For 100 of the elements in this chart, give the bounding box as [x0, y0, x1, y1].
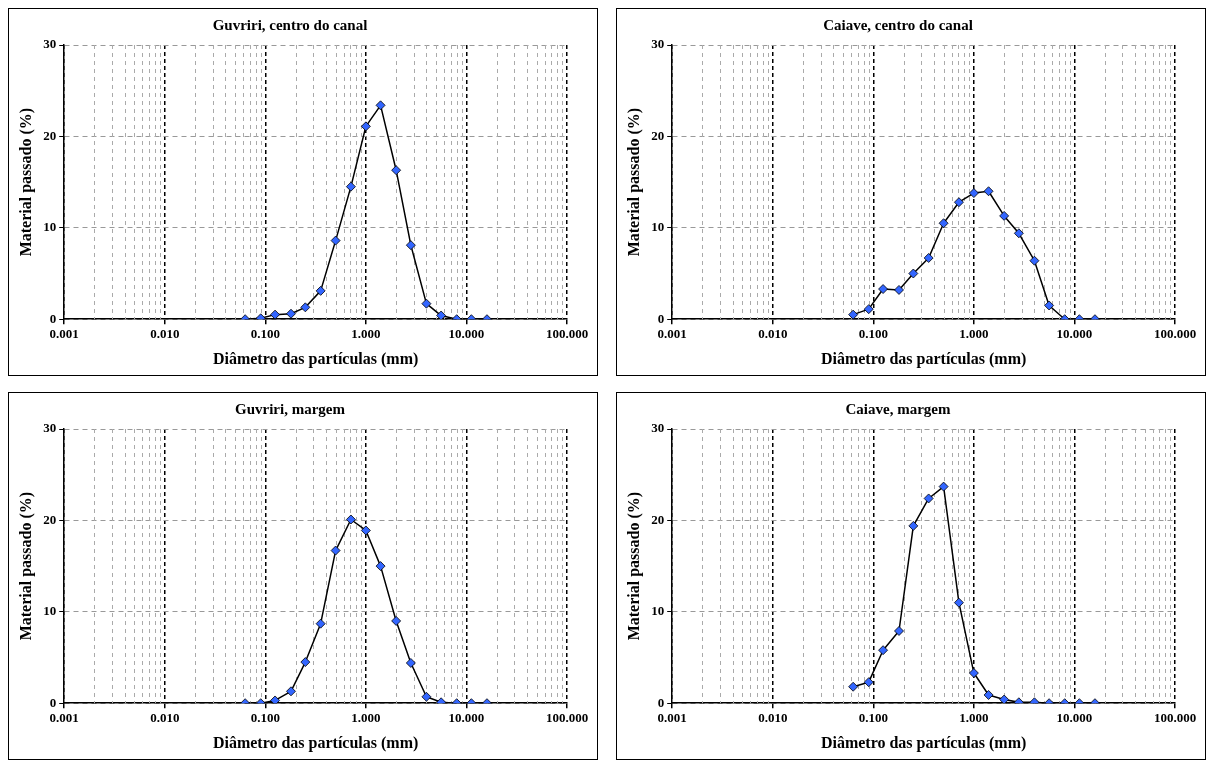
- point: [330, 235, 341, 246]
- point: [421, 298, 432, 309]
- y-tick-label: 30: [651, 36, 665, 52]
- y-axis-title: Material passado (%): [624, 491, 643, 641]
- point: [405, 240, 416, 251]
- y-axis-title: Material passado (%): [16, 491, 35, 641]
- point: [300, 657, 311, 667]
- x-tick-label: 10.000: [448, 710, 485, 726]
- x-tick-label: 0.001: [49, 326, 79, 342]
- x-axis-title: Diâmetro das partículas (mm): [212, 733, 419, 752]
- point: [391, 165, 402, 176]
- point: [346, 514, 356, 525]
- x-tick-label: 100.000: [545, 710, 589, 726]
- point: [983, 186, 994, 197]
- point: [894, 626, 904, 636]
- point: [270, 309, 280, 320]
- point: [863, 304, 874, 315]
- x-axis-title: Diâmetro das partículas (mm): [820, 733, 1027, 752]
- x-tick-label: 100.000: [1153, 710, 1197, 726]
- point: [1029, 255, 1040, 266]
- point: [360, 121, 371, 132]
- point: [938, 218, 949, 229]
- y-tick-label: 0: [49, 310, 57, 326]
- point: [938, 481, 949, 492]
- point: [360, 525, 371, 536]
- point: [346, 181, 356, 192]
- point: [1013, 228, 1024, 239]
- y-tick-label: 30: [43, 36, 57, 52]
- y-axis-title: Material passado (%): [624, 107, 643, 257]
- point: [954, 597, 964, 608]
- x-tick-label: 0.010: [150, 326, 180, 342]
- point: [300, 302, 311, 313]
- x-tick-label: 0.010: [758, 710, 788, 726]
- x-tick-label: 0.001: [49, 710, 79, 726]
- x-tick-label: 0.100: [250, 710, 280, 726]
- point: [375, 561, 386, 571]
- chart-title: Guvriri, margem: [235, 400, 346, 417]
- point: [878, 284, 888, 294]
- point: [286, 686, 296, 697]
- y-tick-label: 10: [43, 219, 57, 235]
- point: [848, 681, 859, 692]
- point: [908, 520, 919, 531]
- y-tick-label: 30: [43, 420, 57, 436]
- x-tick-label: 10.000: [1056, 710, 1093, 726]
- point: [968, 188, 979, 198]
- x-tick-label: 1.000: [351, 710, 381, 726]
- x-tick-label: 1.000: [959, 710, 989, 726]
- point: [330, 545, 341, 556]
- x-tick-label: 0.100: [250, 326, 280, 342]
- x-tick-label: 1.000: [959, 326, 989, 342]
- x-axis-title: Diâmetro das partículas (mm): [212, 349, 419, 368]
- y-tick-label: 20: [651, 127, 665, 143]
- x-tick-label: 100.000: [1153, 326, 1197, 342]
- x-tick-label: 0.100: [858, 710, 888, 726]
- point: [436, 310, 447, 320]
- point: [286, 308, 296, 319]
- point: [878, 645, 888, 656]
- point: [391, 616, 402, 626]
- x-tick-label: 0.001: [657, 326, 687, 342]
- x-tick-label: 0.001: [657, 710, 687, 726]
- x-tick-label: 100.000: [545, 326, 589, 342]
- point: [1044, 300, 1055, 311]
- point: [848, 309, 859, 320]
- x-tick-label: 10.000: [1056, 326, 1093, 342]
- y-tick-label: 20: [651, 511, 665, 527]
- chart-title: Caiave, margem: [845, 400, 951, 417]
- y-tick-label: 20: [43, 511, 57, 527]
- point: [999, 694, 1010, 704]
- x-tick-label: 1.000: [351, 326, 381, 342]
- point: [315, 618, 326, 629]
- y-tick-label: 0: [657, 310, 665, 326]
- point: [894, 285, 904, 295]
- point: [405, 658, 416, 668]
- point: [315, 285, 326, 296]
- point: [954, 197, 964, 208]
- point: [908, 268, 919, 279]
- point: [968, 668, 979, 678]
- y-tick-label: 20: [43, 127, 57, 143]
- y-tick-label: 10: [651, 219, 665, 235]
- x-tick-label: 0.010: [150, 710, 180, 726]
- y-tick-label: 10: [43, 603, 57, 619]
- x-tick-label: 10.000: [448, 326, 485, 342]
- point: [923, 493, 934, 504]
- x-tick-label: 0.010: [758, 326, 788, 342]
- point: [999, 211, 1010, 221]
- point: [983, 690, 994, 700]
- y-tick-label: 0: [49, 694, 57, 710]
- y-tick-label: 30: [651, 420, 665, 436]
- chart-title: Guvriri, centro do canal: [212, 16, 368, 33]
- y-axis-title: Material passado (%): [16, 107, 35, 257]
- point: [421, 691, 432, 702]
- chart-title: Caiave, centro do canal: [823, 16, 973, 33]
- y-tick-label: 10: [651, 603, 665, 619]
- point: [863, 677, 874, 688]
- point: [923, 253, 934, 263]
- x-axis-title: Diâmetro das partículas (mm): [820, 349, 1027, 368]
- point: [375, 100, 386, 111]
- point: [270, 695, 280, 704]
- x-tick-label: 0.100: [858, 326, 888, 342]
- y-tick-label: 0: [657, 694, 665, 710]
